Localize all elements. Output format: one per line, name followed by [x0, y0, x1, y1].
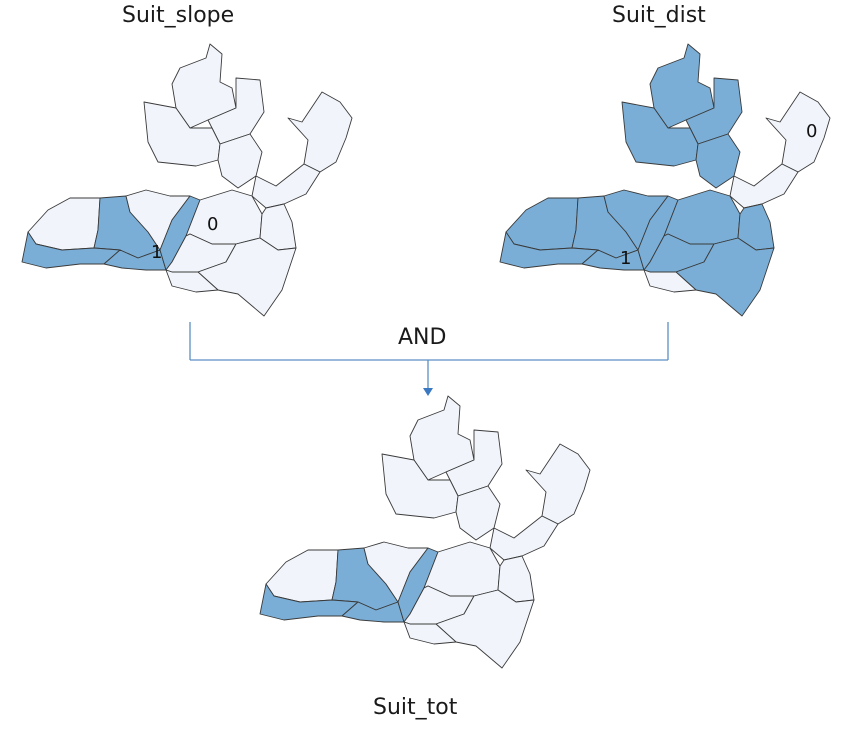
suit-slope-title: Suit_slope [122, 3, 235, 28]
dist-region-s1 [505, 197, 579, 251]
suit-tot-map [259, 395, 591, 669]
slope-region-s11 [165, 269, 219, 293]
dist-region-n1 [649, 43, 715, 129]
slope-region-n4 [217, 133, 263, 189]
arrow-down-icon [423, 388, 433, 396]
tot-region-s4 [259, 583, 359, 621]
slope-region-n1 [171, 43, 237, 129]
tot-region-s1 [265, 549, 339, 603]
suit-dist-map [499, 43, 831, 317]
suit-slope-map [21, 43, 353, 317]
slope-zero-label: 0 [207, 214, 218, 235]
suit-dist-title: Suit_dist [612, 3, 706, 28]
dist-region-arm2 [729, 163, 799, 209]
tot-region-n4 [455, 485, 501, 541]
slope-region-s10 [197, 237, 297, 317]
slope-region-arm2 [251, 163, 321, 209]
dist-region-n4 [695, 133, 741, 189]
and-operator-label: AND [398, 325, 447, 350]
tot-region-n1 [409, 395, 475, 481]
slope-region-s1 [27, 197, 101, 251]
tot-region-arm1 [525, 443, 591, 525]
tot-region-s10 [435, 589, 535, 669]
dist-region-s4 [499, 231, 599, 269]
dist-zero-label: 0 [806, 121, 817, 142]
slope-region-arm1 [287, 91, 353, 173]
dist-region-s7 [663, 189, 741, 245]
slope-one-label: 1 [151, 242, 162, 263]
dist-region-s10 [675, 237, 775, 317]
dist-region-s11 [643, 269, 697, 293]
tot-region-s7 [423, 541, 501, 597]
suit-tot-title: Suit_tot [373, 695, 458, 720]
tot-region-arm2 [489, 515, 559, 561]
tot-region-s11 [403, 621, 457, 645]
slope-region-s7 [185, 189, 263, 245]
dist-one-label: 1 [620, 248, 631, 269]
dist-region-arm1 [765, 91, 831, 173]
slope-region-s4 [21, 231, 121, 269]
